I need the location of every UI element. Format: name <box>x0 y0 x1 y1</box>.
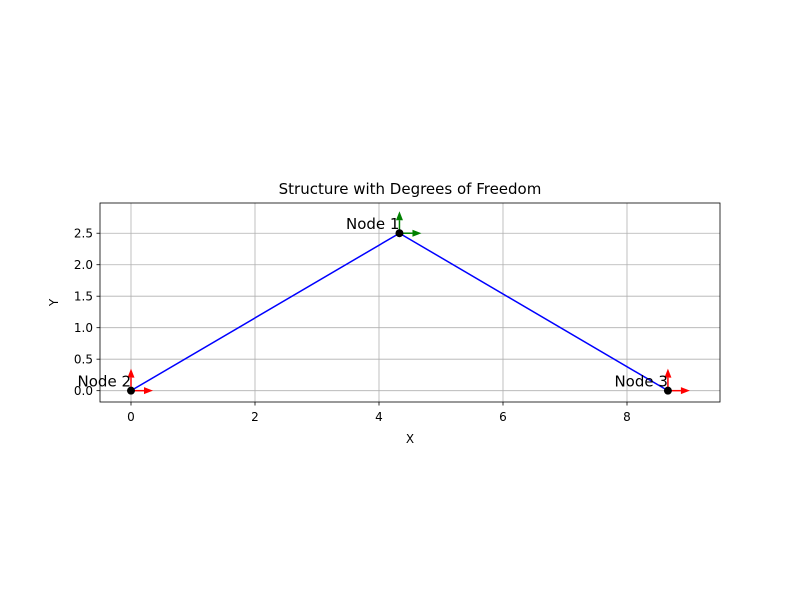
dof-arrow-x-head <box>680 387 690 395</box>
y-tick-label: 2.0 <box>74 258 93 272</box>
chart-title: Structure with Degrees of Freedom <box>279 180 542 198</box>
x-tick-label: 4 <box>375 410 383 424</box>
x-tick-label: 8 <box>623 410 631 424</box>
y-tick-label: 2.5 <box>74 227 93 241</box>
dof-arrow-y-head <box>395 211 403 221</box>
x-axis-label: X <box>406 432 414 446</box>
axis-ticks: 0 2 4 6 8 0.0 0.5 1.0 1.5 2.0 2.5 <box>74 227 631 424</box>
dof-arrow-x-head <box>144 387 153 395</box>
y-axis-label: Y <box>47 298 61 307</box>
dof-arrow-y-head <box>664 368 672 378</box>
node-label: Node 3 <box>614 373 667 391</box>
members <box>130 232 669 392</box>
plot-area-frame <box>99 202 721 403</box>
x-tick-label: 0 <box>127 410 135 424</box>
x-tick-label: 2 <box>251 410 259 424</box>
node-label: Node 1 <box>346 215 399 233</box>
nodes: Node 1 Node 2 Node 3 <box>78 215 672 395</box>
dof-arrow-y-head <box>127 368 135 378</box>
y-tick-label: 0.5 <box>74 353 93 367</box>
y-tick-label: 0.0 <box>74 384 93 398</box>
x-tick-label: 6 <box>499 410 507 424</box>
grid-lines <box>100 203 720 402</box>
node-point <box>127 386 135 395</box>
node-point <box>395 229 404 238</box>
y-tick-label: 1.5 <box>74 290 93 304</box>
dof-arrows <box>127 211 690 395</box>
member-line <box>399 232 669 392</box>
node-point <box>663 386 672 395</box>
member-line <box>130 232 400 392</box>
y-tick-label: 1.0 <box>74 321 93 335</box>
dof-arrow-x-head <box>412 229 422 237</box>
node-label: Node 2 <box>78 373 131 391</box>
